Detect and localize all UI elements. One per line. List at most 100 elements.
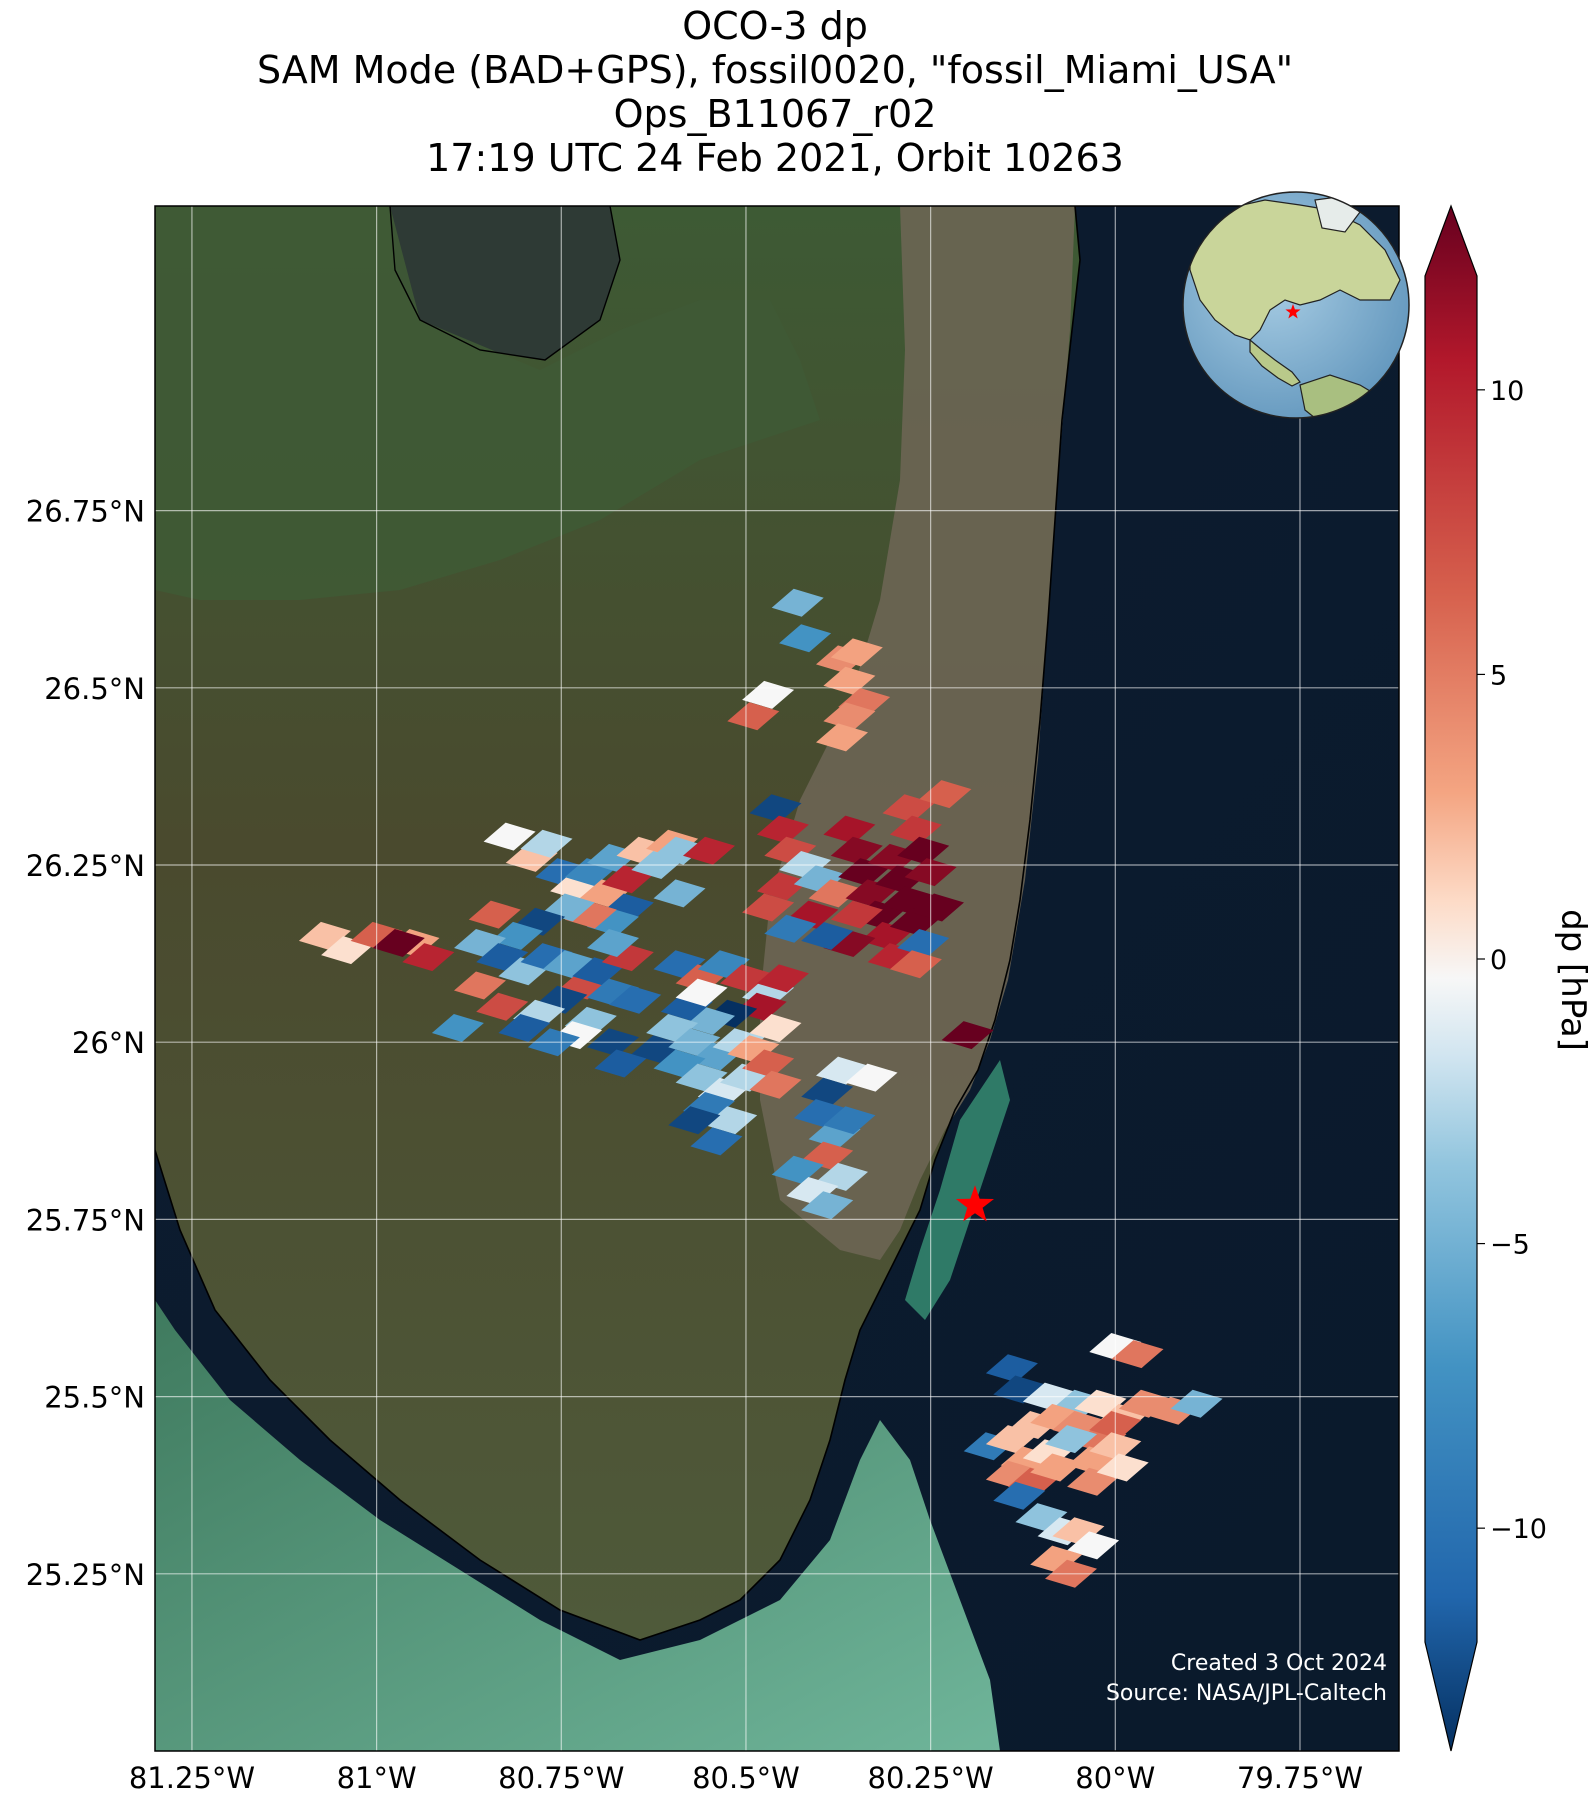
sounding-footprint — [786, 1177, 839, 1205]
sounding-footprint — [683, 836, 735, 865]
sounding-footprint — [919, 780, 972, 809]
sounding-footprint — [793, 865, 846, 894]
lon-tick-label: 80°W — [1075, 1761, 1155, 1795]
sounding-footprint — [816, 723, 868, 752]
sounding-footprint — [468, 900, 521, 929]
sounding-footprint — [675, 1063, 728, 1092]
globe-central-america — [1249, 338, 1301, 387]
sounding-footprint — [793, 1099, 846, 1128]
florida-bay — [155, 1300, 1000, 1751]
colorbar-label: dp [hPa] — [1553, 909, 1590, 1051]
sounding-footprint — [756, 815, 809, 844]
sounding-footprint — [764, 836, 817, 865]
sounding-footprint — [816, 1056, 868, 1085]
target-star-icon — [955, 1185, 994, 1222]
inset-globe — [1182, 191, 1410, 419]
sounding-footprint — [594, 1049, 647, 1078]
title-line-2: SAM Mode (BAD+GPS), fossil0020, "fossil_… — [256, 48, 1294, 92]
sounding-footprint — [889, 950, 942, 979]
sounding-footprint — [771, 1155, 824, 1184]
coastline — [155, 206, 1081, 1641]
credit-source: Source: NASA/JPL-Caltech — [1106, 1681, 1387, 1706]
lon-tick-label: 80.25°W — [868, 1761, 994, 1795]
globe-north-america — [1189, 199, 1401, 341]
credit-created: Created 3 Oct 2024 — [1171, 1651, 1387, 1676]
sounding-footprint — [912, 893, 964, 922]
lon-tick-label: 81°W — [337, 1761, 417, 1795]
sounding-footprint — [1045, 1425, 1097, 1454]
sounding-footprint — [779, 624, 832, 653]
sounding-footprint — [520, 943, 573, 972]
sounding-footprint — [476, 943, 529, 972]
sounding-footprint — [653, 950, 706, 979]
sounding-footprint — [431, 1014, 484, 1042]
sounding-footprint — [690, 1127, 743, 1156]
lon-tick-label: 79.75°W — [1237, 1761, 1363, 1795]
colorbar: 10 5 0 −5 −10 dp [hPa] — [1424, 204, 1590, 1752]
sounding-footprint — [801, 1191, 854, 1220]
sounding-footprint — [889, 815, 942, 844]
sounding-footprint — [1015, 1503, 1068, 1532]
sounding-footprint — [882, 886, 935, 915]
sounding-footprint — [646, 1014, 699, 1042]
sounding-footprint — [985, 1460, 1038, 1489]
sounding-footprint — [668, 1106, 721, 1135]
colorbar-ticks: 10 5 0 −5 −10 — [1477, 376, 1547, 1545]
sounding-footprint — [587, 978, 639, 1007]
sounding-footprint — [756, 872, 809, 901]
soundings-layer — [298, 588, 1223, 1588]
graticule — [155, 206, 1399, 1751]
sounding-footprint — [498, 1014, 551, 1042]
sounding-footprint — [830, 836, 883, 865]
sounding-footprint — [675, 978, 728, 1007]
sounding-footprint — [683, 1006, 735, 1035]
sounding-footprint — [897, 836, 950, 865]
lat-tick-label: 26°N — [72, 1026, 145, 1060]
sounding-footprint — [1030, 1403, 1083, 1432]
sounding-footprint — [985, 1354, 1038, 1383]
lake-shoreline — [389, 206, 621, 361]
title-line-3: Ops_B11067_r02 — [613, 92, 937, 136]
sounding-footprint — [1030, 1545, 1083, 1574]
sounding-footprint — [564, 900, 617, 929]
sounding-footprint — [653, 879, 706, 908]
longitude-tick-labels: 81.25°W 81°W 80.75°W 80.5°W 80.25°W 80°W 79.75… — [129, 1761, 1363, 1795]
globe-star-icon — [1285, 304, 1301, 319]
lon-tick-label: 80.5°W — [692, 1761, 800, 1795]
lon-tick-label: 80.75°W — [498, 1761, 624, 1795]
lat-tick-label: 26.75°N — [26, 495, 145, 529]
target-marker — [955, 1185, 994, 1222]
sounding-footprint — [801, 1077, 854, 1106]
colorbar-tick-label: −10 — [1490, 1514, 1547, 1545]
lon-tick-label: 81.25°W — [129, 1761, 255, 1795]
sounding-footprint — [1111, 1340, 1164, 1369]
sounding-footprint — [454, 971, 506, 1000]
lat-tick-label: 25.5°N — [44, 1381, 145, 1415]
globe-target-star — [1285, 304, 1301, 319]
sounding-footprint — [823, 1106, 876, 1135]
globe-outline — [1182, 191, 1410, 419]
sounding-footprint — [742, 1049, 795, 1078]
lat-tick-label: 25.25°N — [26, 1558, 145, 1592]
sounding-footprint — [823, 815, 876, 844]
title-line-1: OCO-3 dp — [682, 4, 868, 48]
urban-corridor — [760, 206, 1075, 1260]
sounding-footprint — [483, 822, 536, 851]
sounding-footprint — [882, 794, 935, 823]
sounding-footprint — [823, 929, 876, 957]
sounding-footprint — [727, 702, 780, 731]
map-title: OCO-3 dp SAM Mode (BAD+GPS), fossil0020,… — [0, 4, 1550, 180]
sounding-footprint — [491, 921, 543, 950]
sounding-footprint — [653, 836, 706, 865]
sounding-footprint — [801, 921, 854, 950]
sounding-footprint — [749, 1070, 802, 1099]
sounding-footprint — [764, 914, 817, 943]
sounding-footprint — [653, 1049, 706, 1078]
map-frame — [154, 205, 1400, 1752]
sounding-footprint — [1067, 1531, 1120, 1560]
sounding-footprint — [756, 964, 809, 993]
biscayne-bay — [905, 1060, 1010, 1320]
colorbar-tick-label: 5 — [1490, 660, 1507, 691]
sounding-footprint — [830, 638, 883, 667]
